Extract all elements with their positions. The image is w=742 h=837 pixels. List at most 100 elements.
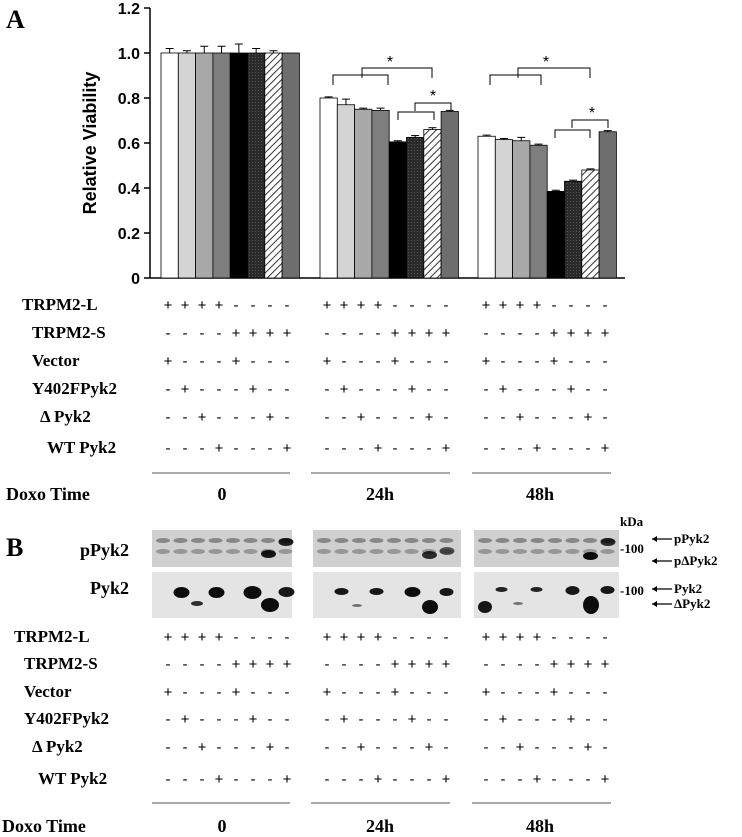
condition-sign: - <box>166 739 171 756</box>
condition-sign: - <box>251 409 256 426</box>
condition-sign: - <box>569 629 574 646</box>
condition-sign: + <box>215 297 224 314</box>
arrow-label-pyk2: Pyk2 <box>674 581 702 596</box>
condition-row-label: Vector <box>32 351 80 370</box>
condition-sign: + <box>164 684 173 701</box>
condition-sign: - <box>535 656 540 673</box>
condition-sign: + <box>516 409 525 426</box>
condition-sign: - <box>484 409 489 426</box>
condition-sign: - <box>586 684 591 701</box>
condition-sign: - <box>376 684 381 701</box>
panel-a-label: A <box>6 5 25 34</box>
bar <box>406 136 425 279</box>
significance-star: * <box>430 88 436 105</box>
condition-sign: - <box>427 629 432 646</box>
blot-strip-row2 <box>474 572 619 618</box>
condition-sign: - <box>234 771 239 788</box>
condition-sign: - <box>325 409 330 426</box>
condition-sign: + <box>283 440 292 457</box>
blot-strip-row1 <box>152 530 292 567</box>
condition-sign: - <box>359 771 364 788</box>
condition-sign: + <box>232 656 241 673</box>
band <box>173 538 188 543</box>
band <box>334 549 349 554</box>
condition-sign: - <box>217 409 222 426</box>
bar <box>354 108 373 279</box>
condition-sign: + <box>408 711 417 728</box>
condition-sign: - <box>376 381 381 398</box>
condition-sign: - <box>183 353 188 370</box>
bar <box>512 140 531 279</box>
condition-sign: - <box>501 684 506 701</box>
condition-row-label: WT Pyk2 <box>38 769 107 788</box>
condition-sign: - <box>569 409 574 426</box>
blot-row1-label: pPyk2 <box>80 540 129 560</box>
condition-row-label: TRPM2-L <box>14 627 90 646</box>
condition-sign: + <box>425 325 434 342</box>
condition-sign: - <box>552 440 557 457</box>
condition-sign: - <box>268 771 273 788</box>
condition-sign: - <box>501 739 506 756</box>
condition-sign: - <box>325 771 330 788</box>
condition-sign: + <box>533 629 542 646</box>
condition-sign: - <box>200 711 205 728</box>
condition-sign: + <box>266 739 275 756</box>
condition-sign: + <box>391 353 400 370</box>
condition-sign: - <box>251 684 256 701</box>
condition-sign: - <box>376 409 381 426</box>
condition-sign: - <box>359 381 364 398</box>
band <box>156 549 170 554</box>
condition-sign: - <box>234 381 239 398</box>
condition-sign: + <box>601 656 610 673</box>
condition-sign: - <box>518 440 523 457</box>
condition-sign: + <box>516 739 525 756</box>
condition-sign: + <box>550 684 559 701</box>
condition-sign: - <box>285 711 290 728</box>
band <box>422 538 436 543</box>
bar <box>160 52 179 279</box>
condition-sign: + <box>340 711 349 728</box>
band <box>478 549 492 554</box>
time-label: 0 <box>218 484 227 504</box>
condition-sign: - <box>342 325 347 342</box>
band <box>583 538 597 543</box>
condition-sign: - <box>535 353 540 370</box>
condition-sign: - <box>603 684 608 701</box>
condition-sign: - <box>342 353 347 370</box>
condition-sign: - <box>410 771 415 788</box>
condition-sign: - <box>342 409 347 426</box>
condition-sign: - <box>484 325 489 342</box>
condition-sign: - <box>410 440 415 457</box>
condition-sign: - <box>444 711 449 728</box>
condition-sign: - <box>200 656 205 673</box>
arrow-ppyk2: pPyk2 <box>652 531 709 546</box>
condition-sign: + <box>533 771 542 788</box>
condition-sign: - <box>586 381 591 398</box>
condition-sign: - <box>359 353 364 370</box>
y-tick-label: 0.4 <box>118 181 140 198</box>
band <box>495 587 508 592</box>
arrow-pdelta-pyk2: pΔPyk2 <box>652 553 718 568</box>
significance-star: * <box>387 54 393 71</box>
condition-sign: - <box>518 381 523 398</box>
panel-b-label: B <box>6 533 23 562</box>
condition-sign: - <box>603 739 608 756</box>
band <box>243 586 262 599</box>
condition-sign: - <box>166 409 171 426</box>
bar <box>477 135 496 279</box>
significance-bracket <box>332 74 389 85</box>
band <box>243 538 258 543</box>
condition-sign: + <box>601 771 610 788</box>
condition-sign: + <box>482 353 491 370</box>
band <box>352 604 362 607</box>
condition-sign: - <box>234 711 239 728</box>
band <box>208 538 223 543</box>
condition-sign: + <box>374 629 383 646</box>
condition-row-label: TRPM2-S <box>24 654 98 673</box>
band <box>495 538 510 543</box>
arrow-delta-pyk2: ΔPyk2 <box>652 596 710 611</box>
condition-sign: - <box>393 739 398 756</box>
condition-sign: - <box>444 353 449 370</box>
condition-sign: - <box>501 656 506 673</box>
